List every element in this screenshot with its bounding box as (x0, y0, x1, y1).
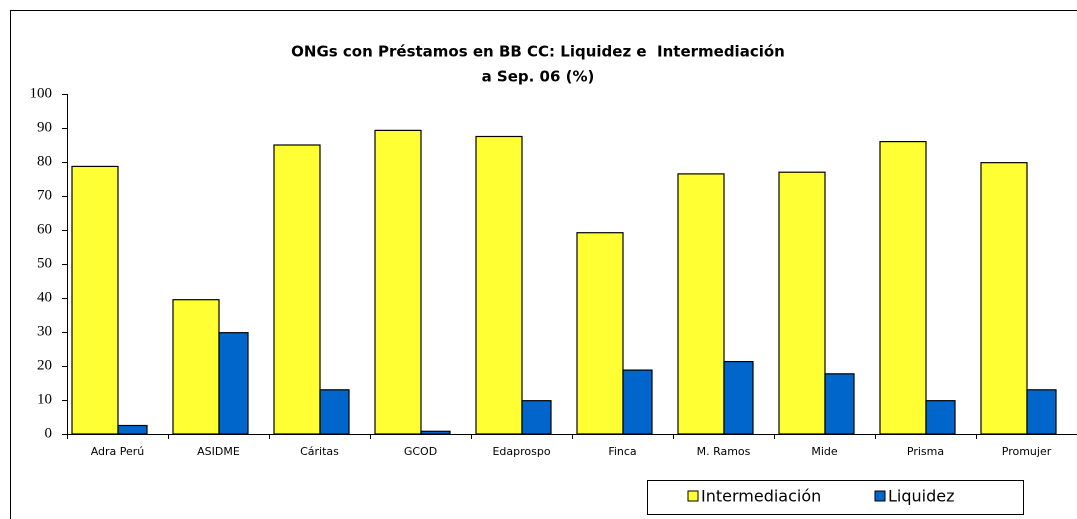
y-tick-label: 20 (37, 357, 52, 373)
x-tick-label: Cáritas (300, 445, 339, 458)
bar (172, 299, 220, 435)
x-tick-label: Promujer (1002, 445, 1052, 458)
x-tick-label: Mide (811, 445, 838, 458)
legend-box (647, 480, 1024, 515)
x-tick-label: Edaprospo (492, 445, 550, 458)
bar (980, 162, 1028, 435)
bar (218, 332, 249, 435)
bar (521, 400, 552, 435)
y-tick-label: 60 (37, 221, 52, 237)
chart-subtitle: a Sep. 06 (%) (482, 68, 595, 86)
bar (925, 400, 956, 435)
y-tick-label: 0 (45, 425, 53, 441)
bar (622, 369, 653, 435)
y-tick-label: 70 (37, 187, 52, 203)
y-tick-label: 50 (37, 255, 52, 271)
bar (420, 430, 451, 435)
bar (374, 129, 422, 435)
bar (824, 373, 855, 435)
legend-swatch (687, 490, 699, 502)
legend-label: Liquidez (888, 487, 955, 506)
y-tick-label: 80 (37, 153, 52, 169)
chart-title: ONGs con Préstamos en BB CC: Liquidez e … (291, 43, 785, 61)
legend-label: Intermediación (701, 487, 821, 506)
bar (71, 165, 119, 435)
x-tick-label: GCOD (404, 445, 437, 458)
x-tick-label: Finca (608, 445, 636, 458)
x-tick-label: ASIDME (197, 445, 240, 458)
y-tick-label: 30 (37, 323, 52, 339)
x-tick-label: Prisma (907, 445, 944, 458)
bar (273, 144, 321, 435)
legend-swatch (874, 490, 886, 502)
chart-frame (10, 10, 1077, 519)
bar (879, 141, 927, 435)
bar (319, 389, 350, 435)
y-tick-label: 10 (37, 391, 52, 407)
bar (778, 171, 826, 435)
bar (576, 232, 624, 435)
bar (1026, 389, 1057, 435)
y-tick-label: 40 (37, 289, 52, 305)
bar (117, 424, 148, 435)
bar (723, 360, 754, 435)
bar (677, 173, 725, 435)
x-tick-label: Adra Perú (91, 445, 145, 458)
y-tick-label: 100 (30, 85, 53, 101)
bar (475, 135, 523, 435)
x-tick-label: M. Ramos (697, 445, 751, 458)
y-tick-label: 90 (37, 119, 52, 135)
